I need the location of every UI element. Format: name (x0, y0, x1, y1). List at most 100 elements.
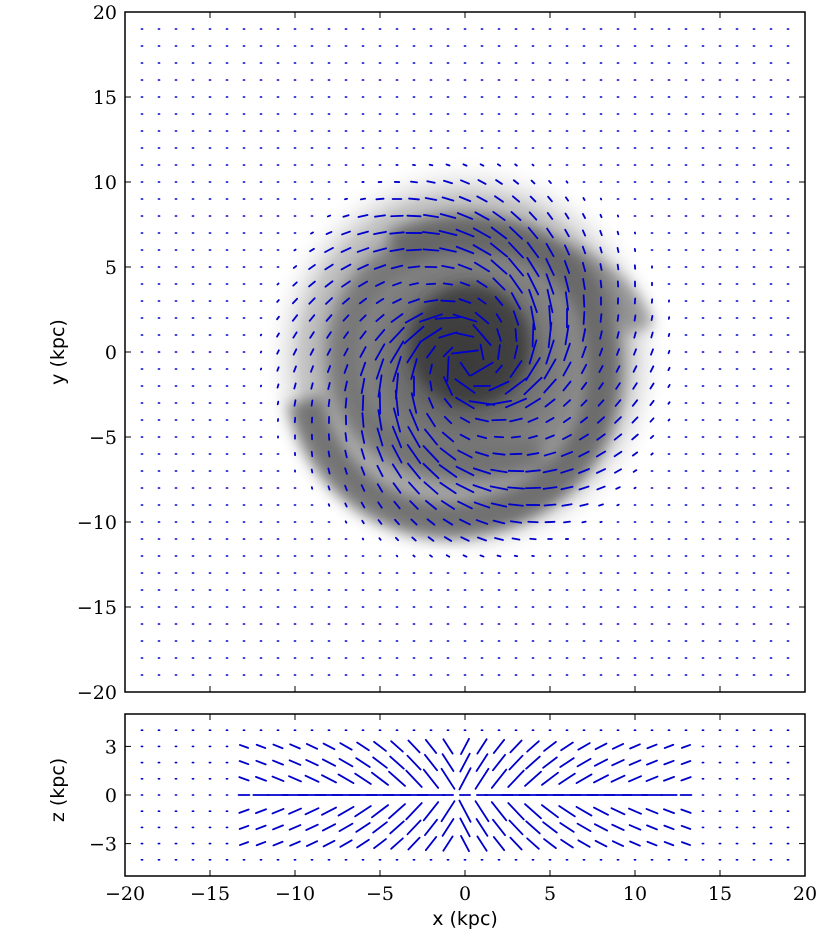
vector-arrow (293, 248, 297, 252)
vector-arrow (527, 226, 539, 240)
vector-arrow (649, 382, 655, 390)
vector-arrow (361, 537, 365, 541)
vector-arrow (344, 397, 348, 409)
vector-arrow (615, 365, 621, 373)
vector-arrow (528, 211, 538, 221)
vector-arrow (633, 486, 637, 490)
vector-arrow (509, 360, 523, 378)
vector-arrow (663, 808, 675, 815)
vector-arrow (680, 824, 692, 830)
vector-arrow (543, 451, 557, 457)
vector-arrow (578, 485, 590, 491)
vector-arrow (310, 399, 314, 407)
vector-arrow (439, 213, 457, 219)
vector-arrow (406, 444, 422, 464)
vector-arrow (291, 297, 299, 305)
vector-arrow (509, 836, 523, 851)
vector-arrow (543, 838, 557, 850)
vector-arrow (563, 520, 571, 524)
vector-arrow (356, 838, 370, 849)
vector-arrow (341, 230, 351, 236)
vector-arrow (439, 247, 457, 253)
vector-arrow (309, 331, 315, 339)
vector-arrow (457, 500, 473, 510)
vector-arrow (558, 772, 576, 785)
vector-arrow (611, 840, 625, 847)
vector-arrow (541, 804, 559, 819)
vector-arrow (276, 383, 280, 389)
top-ytick-label: −20 (77, 682, 117, 704)
vector-arrow (560, 451, 574, 457)
vector-arrow (525, 469, 541, 473)
vector-arrow (394, 536, 400, 542)
vector-arrow (342, 214, 350, 218)
vector-arrow (596, 416, 606, 424)
vector-arrow (524, 486, 542, 490)
vector-arrow (360, 448, 366, 460)
vector-arrow (645, 775, 659, 782)
vector-arrow (494, 195, 504, 203)
vector-arrow (562, 433, 572, 441)
vector-arrow (326, 365, 332, 373)
bottom-xtick-label: −20 (105, 883, 145, 905)
vector-arrow (650, 452, 654, 456)
vector-arrow (581, 245, 587, 255)
vector-arrow (565, 180, 569, 184)
vector-arrow (389, 231, 405, 235)
vector-arrow (442, 835, 454, 852)
vector-arrow (611, 758, 625, 767)
vector-arrow (476, 434, 488, 440)
top-ytick-label: 0 (105, 342, 117, 364)
vector-arrow (255, 743, 267, 749)
vector-arrow (451, 349, 479, 355)
vector-arrow (495, 313, 503, 323)
vector-arrow (310, 231, 314, 235)
vector-arrow (442, 518, 454, 526)
vector-arrow (560, 741, 574, 752)
bottom-xtick-label: 15 (708, 883, 732, 905)
vector-arrow (324, 246, 334, 254)
vector-arrow (405, 769, 423, 788)
vector-arrow (422, 248, 440, 252)
vector-arrow (408, 408, 420, 432)
vector-arrow (545, 242, 555, 258)
bottom-xtick-label: 0 (459, 883, 471, 905)
vector-arrow (509, 739, 523, 754)
vector-arrow (525, 397, 541, 409)
vector-arrow (441, 753, 455, 772)
vector-arrow (272, 840, 284, 847)
vector-arrow (631, 416, 639, 424)
vector-arrow (358, 297, 368, 305)
vector-arrow (305, 840, 319, 847)
vector-arrow (599, 313, 603, 323)
vector-arrow (376, 427, 384, 447)
vector-arrow (492, 277, 506, 291)
vector-arrow (580, 381, 588, 391)
vector-arrow (459, 518, 471, 526)
vector-arrow (476, 195, 488, 203)
vector-arrow (474, 451, 490, 457)
vector-arrow (496, 554, 502, 558)
vector-arrow (445, 163, 451, 167)
vector-arrow (510, 211, 522, 221)
vector-arrow (377, 501, 383, 509)
vector-arrow (404, 312, 424, 324)
vector-arrow (357, 230, 369, 236)
vector-arrow (454, 378, 476, 394)
vector-arrow (580, 399, 588, 407)
vector-arrow (474, 417, 490, 423)
vector-arrow (340, 263, 352, 271)
vector-arrow (543, 358, 557, 380)
bottom-axis-ticks: −20 −15 −10 −5 0 5 10 15 20 −3 0 3 (89, 714, 817, 905)
vector-arrow (424, 818, 438, 837)
vector-arrow (422, 768, 440, 789)
vector-arrow (510, 292, 522, 310)
vector-arrow (409, 282, 419, 286)
vector-arrow (492, 211, 506, 221)
vector-arrow (509, 417, 523, 423)
vector-arrow (289, 840, 301, 847)
vector-arrow (276, 332, 280, 338)
vector-arrow (291, 314, 299, 322)
vector-arrow (663, 759, 675, 766)
bottom-ytick-label: −3 (89, 834, 117, 856)
